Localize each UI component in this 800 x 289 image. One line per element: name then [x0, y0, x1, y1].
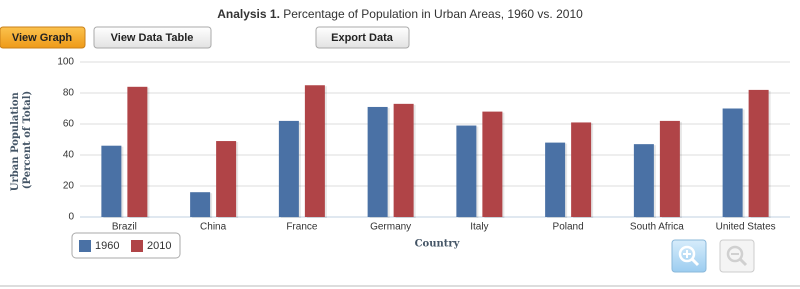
y-axis-title: Urban Population (Percent of Total): [10, 89, 33, 192]
title-label: Analysis 1.: [217, 7, 280, 21]
legend-label: 2010: [147, 240, 171, 252]
y-tick-label: 80: [63, 88, 75, 99]
bar: [304, 85, 325, 217]
x-tick-label: China: [200, 222, 227, 233]
bar: [748, 89, 769, 217]
x-tick-label: South Africa: [630, 222, 684, 233]
button-label[interactable]: View Data Table: [111, 32, 194, 44]
legend-swatch: [131, 240, 143, 252]
bar: [127, 86, 148, 217]
bar: [482, 111, 503, 217]
y-tick-label: 40: [63, 150, 75, 161]
x-tick-label: Brazil: [112, 222, 137, 233]
chart-title-group: Analysis 1. Percentage of Population in …: [217, 7, 583, 21]
bar: [393, 103, 414, 217]
zoom-in-button[interactable]: [671, 239, 707, 273]
y-tick-label: 20: [63, 181, 75, 192]
legend-box: [71, 232, 181, 259]
y-tick-label: 0: [68, 212, 74, 223]
bar: [545, 142, 566, 217]
bar: [722, 108, 743, 217]
bar: [456, 125, 477, 217]
bar: [659, 120, 680, 217]
chart-title: Percentage of Population in Urban Areas,…: [283, 7, 583, 21]
x-tick-label: Germany: [370, 222, 411, 233]
x-tick-label: France: [286, 222, 318, 233]
legend: 1960 2010: [79, 240, 171, 252]
view-data-table-button[interactable]: View Data Table: [93, 26, 212, 49]
x-tick-label: United States: [716, 222, 776, 233]
bar: [367, 106, 388, 217]
x-tick-label: Poland: [553, 222, 584, 233]
view-graph-button[interactable]: View Graph: [0, 26, 86, 49]
bar: [190, 192, 211, 217]
bar: [216, 141, 237, 217]
legend-label: 1960: [95, 240, 119, 252]
bar: [101, 145, 122, 217]
zoom-out-button[interactable]: [719, 239, 755, 273]
x-axis-title: Country: [415, 239, 461, 250]
button-label[interactable]: View Graph: [12, 32, 73, 44]
legend-swatch: [79, 240, 91, 252]
button-label[interactable]: Export Data: [331, 32, 394, 44]
y-axis-title-line: Urban Population: [10, 92, 21, 192]
bar: [278, 120, 299, 217]
y-axis-title-line: (Percent of Total): [22, 91, 33, 189]
bar: [571, 122, 592, 217]
y-tick-label: 60: [63, 119, 75, 130]
y-tick-label: 100: [57, 57, 74, 68]
bar: [633, 144, 654, 217]
export-data-button[interactable]: Export Data: [315, 26, 410, 49]
x-tick-label: Italy: [470, 222, 488, 233]
